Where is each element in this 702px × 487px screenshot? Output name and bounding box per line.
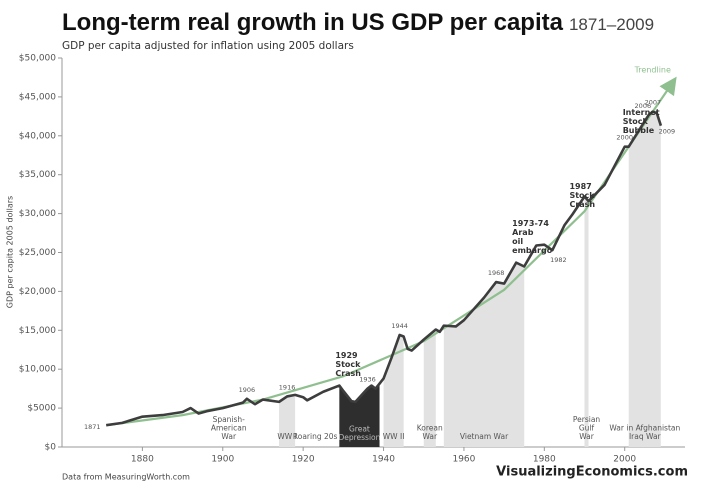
event-label: 1973-74 — [512, 219, 549, 228]
x-tick-label: 2000 — [613, 455, 636, 465]
event-label: Stock — [335, 360, 361, 369]
event-label: 1929 — [335, 351, 358, 360]
period-band — [628, 111, 661, 447]
point-label: 1968 — [488, 269, 505, 277]
point-label: 2007 — [645, 99, 662, 107]
event-label: Crash — [335, 369, 361, 378]
y-tick-label: $35,000 — [19, 170, 56, 180]
x-tick-label: 1940 — [372, 455, 395, 465]
source: Data from MeasuringWorth.com — [62, 473, 190, 482]
period-band — [423, 111, 436, 447]
point-label: 1916 — [279, 383, 296, 391]
event-label: embargo — [512, 246, 553, 255]
period-label: Roaring 20s — [293, 432, 338, 441]
event-label: Arab — [512, 228, 534, 237]
point-label: 2009 — [659, 128, 676, 136]
point-label: 1906 — [239, 386, 256, 394]
y-tick-label: $50,000 — [19, 54, 56, 64]
event-label: oil — [512, 237, 523, 246]
period-label: Persian — [573, 415, 601, 424]
x-tick-label: 1900 — [211, 455, 234, 465]
period-label: Great — [349, 425, 370, 434]
period-band — [383, 111, 404, 447]
x-tick-label: 1920 — [292, 455, 315, 465]
period-label: American — [211, 424, 247, 433]
y-tick-label: $0 — [45, 443, 57, 453]
period-label: War — [221, 432, 237, 441]
x-tick-label: 1880 — [131, 455, 154, 465]
period-bands — [279, 111, 661, 447]
event-label: Stock — [569, 191, 595, 200]
y-tick-label: $20,000 — [19, 287, 56, 297]
title-years: 1871–2009 — [569, 15, 654, 34]
period-label: Gulf — [579, 424, 595, 433]
y-tick-label: $40,000 — [19, 131, 56, 141]
event-label: Internet — [623, 108, 660, 117]
y-tick-label: $10,000 — [19, 365, 56, 375]
period-label: War — [579, 432, 595, 441]
y-tick-label: $15,000 — [19, 326, 56, 336]
x-tick-label: 1960 — [452, 455, 475, 465]
brand: VisualizingEconomics.com — [496, 465, 688, 480]
y-tick-label: $25,000 — [19, 248, 56, 258]
period-label: Depression — [338, 433, 380, 442]
gdp-line — [106, 110, 663, 427]
y-tick-label: $45,000 — [19, 92, 56, 102]
point-label: 1944 — [391, 322, 408, 330]
point-label: 1936 — [359, 376, 376, 384]
point-label: 2006 — [635, 102, 652, 110]
point-label: 1871 — [84, 423, 101, 431]
period-band — [584, 111, 589, 447]
y-tick-label: $30,000 — [19, 209, 56, 219]
chart-title: Long-term real growth in US GDP per capi… — [62, 9, 564, 36]
period-label: Vietnam War — [460, 432, 509, 441]
period-label: WW I — [277, 432, 296, 441]
event-label: Crash — [569, 200, 595, 209]
subtitle: GDP per capita adjusted for inflation us… — [62, 40, 354, 52]
point-label: 2000 — [616, 134, 633, 142]
period-label: Iraq War — [629, 432, 662, 441]
y-tick-label: $5000 — [27, 404, 56, 414]
period-label: Korean — [417, 424, 443, 433]
event-label: Stock — [623, 117, 649, 126]
event-label: Bubble — [623, 126, 655, 135]
y-axis-label: GDP per capita 2005 dollars — [6, 196, 15, 308]
x-tick-label: 1980 — [533, 455, 556, 465]
event-label: 1987 — [569, 182, 591, 191]
period-label: Spanish- — [213, 415, 246, 424]
period-label: War — [422, 432, 438, 441]
trendline-label: Trendline — [634, 66, 671, 75]
point-label: 1982 — [550, 256, 567, 264]
period-label: War in Afghanistan — [609, 424, 680, 433]
period-label: WW II — [383, 432, 405, 441]
